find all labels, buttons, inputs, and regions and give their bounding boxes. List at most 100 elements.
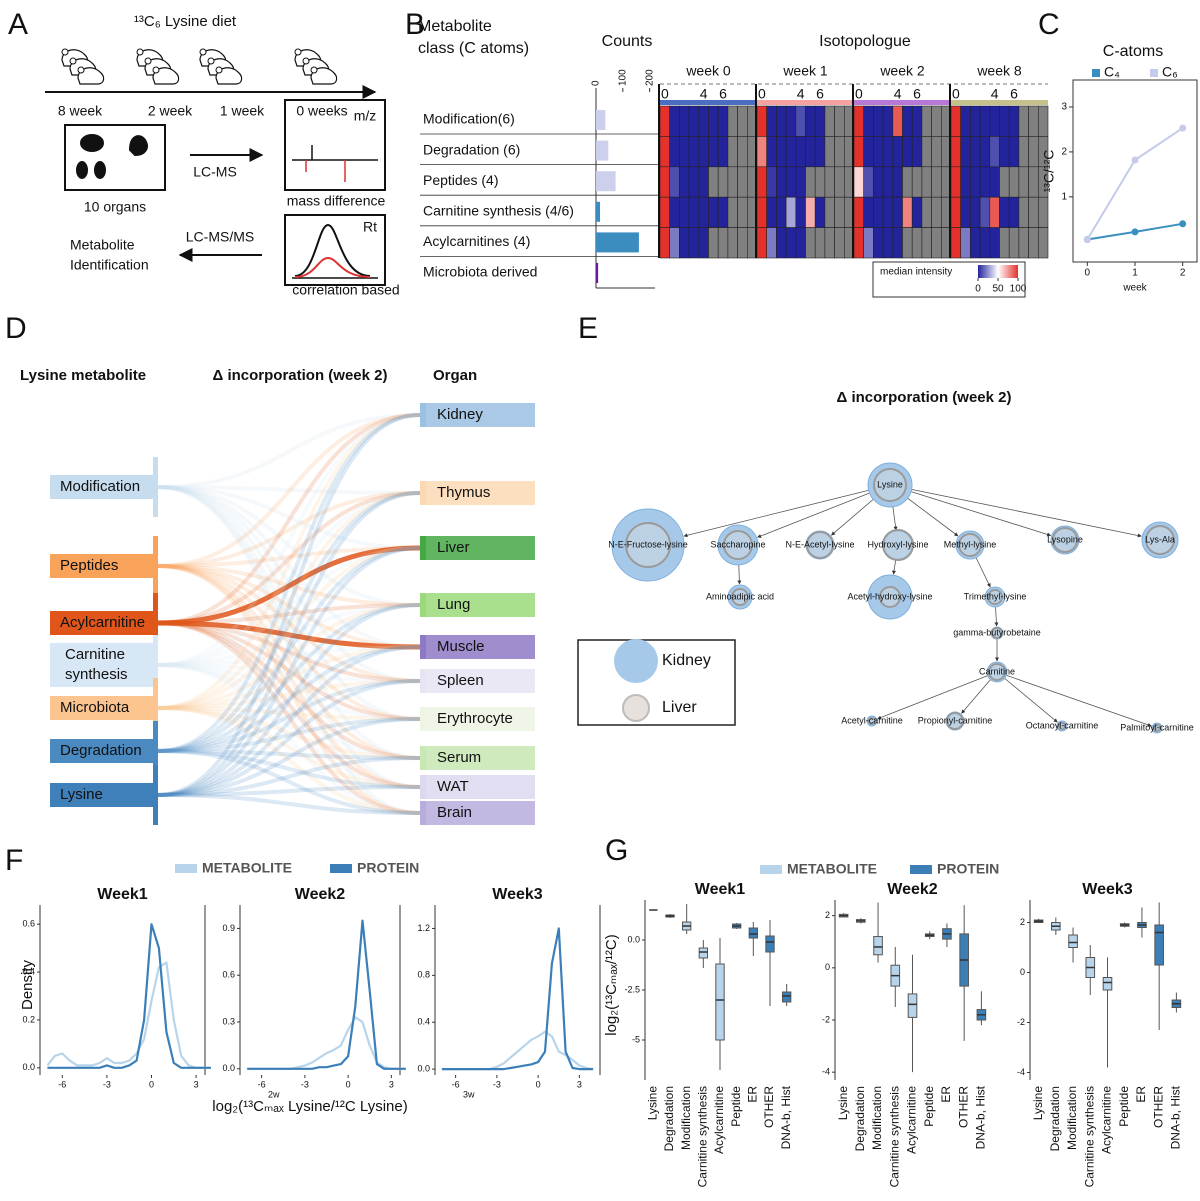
heat-cell bbox=[970, 105, 981, 137]
legend-label: METABOLITE bbox=[202, 860, 292, 876]
heat-cell bbox=[766, 105, 777, 137]
point bbox=[1083, 236, 1091, 244]
legend-label: Liver bbox=[662, 699, 697, 716]
heat-cell bbox=[688, 136, 700, 168]
heat-cell bbox=[669, 227, 680, 259]
flow bbox=[156, 785, 421, 797]
heat-cell bbox=[717, 105, 729, 137]
kidney-icon bbox=[76, 161, 88, 179]
flow bbox=[156, 564, 421, 683]
na-cell bbox=[1008, 166, 1020, 198]
heat-cell bbox=[717, 136, 729, 168]
flow bbox=[156, 679, 421, 797]
y-tick-label: 2 bbox=[1061, 147, 1067, 158]
heat-cell bbox=[776, 227, 787, 259]
heat-cell bbox=[892, 136, 903, 168]
chart-title: Week3 bbox=[1082, 881, 1133, 898]
x-tick-label: 3 bbox=[389, 1079, 394, 1089]
flow bbox=[156, 621, 421, 789]
node-label: Lysine bbox=[877, 479, 903, 489]
category-label: DNA-b, Hist bbox=[779, 1085, 793, 1149]
timepoint: 2 week bbox=[148, 103, 193, 119]
mouse-ear bbox=[294, 48, 302, 56]
target-node bbox=[426, 669, 535, 693]
na-cell bbox=[805, 227, 816, 259]
edge bbox=[757, 484, 891, 538]
heat-cell bbox=[679, 227, 690, 259]
flow bbox=[156, 621, 421, 721]
mouse-ear bbox=[199, 48, 207, 56]
heat-cell bbox=[756, 166, 767, 198]
heat-cell bbox=[814, 136, 826, 168]
heat-cell bbox=[873, 196, 884, 228]
timepoint: 1 week bbox=[220, 103, 265, 119]
y-tick-label: 2 bbox=[825, 910, 830, 920]
colorbar-label: 0 bbox=[975, 284, 981, 295]
column-tick: 0 bbox=[758, 86, 766, 102]
category-label: ER bbox=[1134, 1086, 1148, 1103]
group-label: week 8 bbox=[976, 63, 1022, 79]
node-label: Palmitoyl-carnitine bbox=[1120, 722, 1194, 732]
column-tick: 6 bbox=[816, 86, 824, 102]
y-tick-label: 0 bbox=[1020, 967, 1025, 977]
flow bbox=[156, 706, 421, 815]
edge bbox=[877, 671, 998, 720]
heat-cell bbox=[863, 166, 874, 198]
column-tick: 4 bbox=[894, 86, 902, 102]
node-label: Propionyl-carnitine bbox=[918, 715, 993, 725]
na-cell bbox=[708, 166, 719, 198]
flow bbox=[156, 603, 421, 710]
node-label: Lys-Ala bbox=[1145, 534, 1175, 544]
target-bar bbox=[420, 593, 426, 617]
liver-circle bbox=[731, 588, 749, 606]
kidney-circle bbox=[611, 508, 685, 582]
source-bar bbox=[153, 721, 158, 781]
heat-cell bbox=[1008, 196, 1020, 228]
category-label: Acylcarnitine bbox=[1100, 1086, 1114, 1154]
heat-cell bbox=[688, 105, 700, 137]
heat-cell bbox=[679, 136, 690, 168]
box bbox=[782, 991, 792, 1003]
box bbox=[873, 936, 883, 956]
x-axis-title: 3w bbox=[463, 1089, 475, 1099]
legend-title: C-atoms bbox=[1103, 43, 1163, 60]
category-label: Lysine bbox=[646, 1086, 660, 1121]
heat-cell bbox=[950, 136, 961, 168]
group-bar bbox=[757, 100, 854, 105]
box bbox=[907, 993, 918, 1018]
heat-cell bbox=[960, 136, 971, 168]
target-node bbox=[426, 593, 535, 617]
source-node bbox=[50, 783, 153, 807]
heat-cell bbox=[669, 136, 680, 168]
liver-circle bbox=[987, 589, 1003, 605]
flow bbox=[156, 546, 421, 568]
flow bbox=[156, 545, 421, 626]
heat-cell bbox=[853, 196, 864, 228]
na-cell bbox=[737, 196, 748, 228]
x-tick-label: -6 bbox=[58, 1079, 66, 1089]
source-label: Degradation bbox=[60, 742, 142, 759]
target-node bbox=[426, 775, 535, 799]
na-cell bbox=[1028, 227, 1039, 259]
flow bbox=[156, 645, 421, 710]
heat-cell bbox=[970, 136, 981, 168]
heat-cell bbox=[950, 227, 961, 259]
heat-cell bbox=[989, 196, 1000, 228]
x-tick-label: -3 bbox=[493, 1079, 501, 1089]
mouse-ear bbox=[69, 57, 77, 65]
target-bar bbox=[420, 669, 426, 693]
node-label: Hydroxyl-lysine bbox=[867, 539, 928, 549]
na-cell bbox=[1038, 196, 1049, 228]
y-tick-label: 0 bbox=[825, 962, 830, 972]
y-tick-label: 1 bbox=[1061, 191, 1067, 202]
flow bbox=[156, 546, 421, 797]
node-label: N-E-Acetyl-lysine bbox=[785, 539, 854, 549]
heat-cell bbox=[785, 227, 797, 259]
timepoint: 8 week bbox=[58, 103, 103, 119]
na-cell bbox=[902, 227, 913, 259]
na-cell bbox=[727, 136, 738, 168]
chart-title: Week2 bbox=[295, 886, 346, 903]
na-cell bbox=[834, 105, 845, 137]
box bbox=[715, 963, 725, 1041]
